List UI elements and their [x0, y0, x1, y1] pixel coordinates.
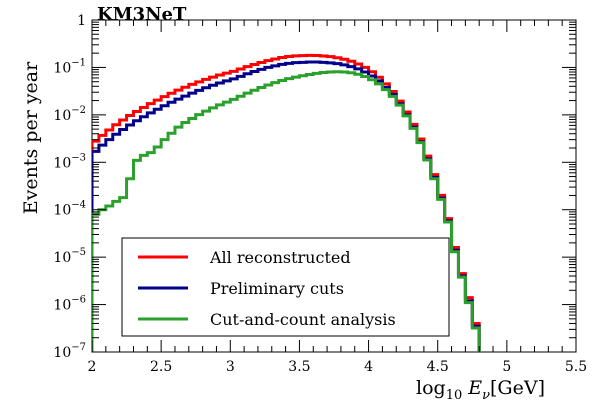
y-axis: 1 10−1 10−2 10−3 10−4 10−5 10−6 10−7 — [53, 13, 576, 361]
x-axis-title-unit: [GeV] — [490, 377, 545, 399]
y-axis-title: Events per year — [20, 61, 42, 214]
x-axis-title-log: log — [416, 377, 446, 399]
y-tick-label: 10−1 — [53, 57, 86, 76]
y-tick-label: 10−3 — [53, 152, 86, 171]
x-tick-label: 3.5 — [288, 359, 310, 375]
series-layer — [92, 53, 481, 352]
x-tick-label: 5.5 — [565, 359, 587, 375]
legend: All reconstructed Preliminary cuts Cut-and… — [121, 237, 450, 337]
y-tick-label: 10−4 — [53, 200, 86, 219]
y-tick-label: 10−2 — [53, 105, 86, 124]
y-tick-label: 10−7 — [53, 342, 86, 361]
legend-label-1: All reconstructed — [209, 248, 351, 267]
legend-label-3: Cut-and-count analysis — [210, 310, 396, 329]
legend-label-2: Preliminary cuts — [210, 279, 344, 298]
x-tick-label: 4 — [364, 359, 373, 375]
x-tick-label: 2.5 — [150, 359, 172, 375]
svg-text:Events per year: Events per year — [20, 61, 42, 214]
x-tick-label: 3 — [226, 359, 235, 375]
y-tick-label: 10−6 — [53, 295, 86, 314]
x-axis-title-sub: 10 — [446, 388, 463, 403]
series-line-3 — [92, 70, 481, 352]
x-axis-title-nu: ν — [482, 388, 490, 403]
x-axis-title-e: E — [467, 377, 482, 399]
y-tick-label: 10−5 — [53, 247, 86, 266]
x-tick-label: 4.5 — [427, 359, 449, 375]
x-axis-title: log10 Eν[GeV] — [416, 377, 545, 403]
x-tick-label: 5 — [502, 359, 511, 375]
x-axis: 2 2.5 3 3.5 4 4.5 5 5.5 — [88, 20, 587, 375]
x-tick-label: 2 — [88, 359, 97, 375]
y-tick-label: 1 — [77, 13, 86, 29]
